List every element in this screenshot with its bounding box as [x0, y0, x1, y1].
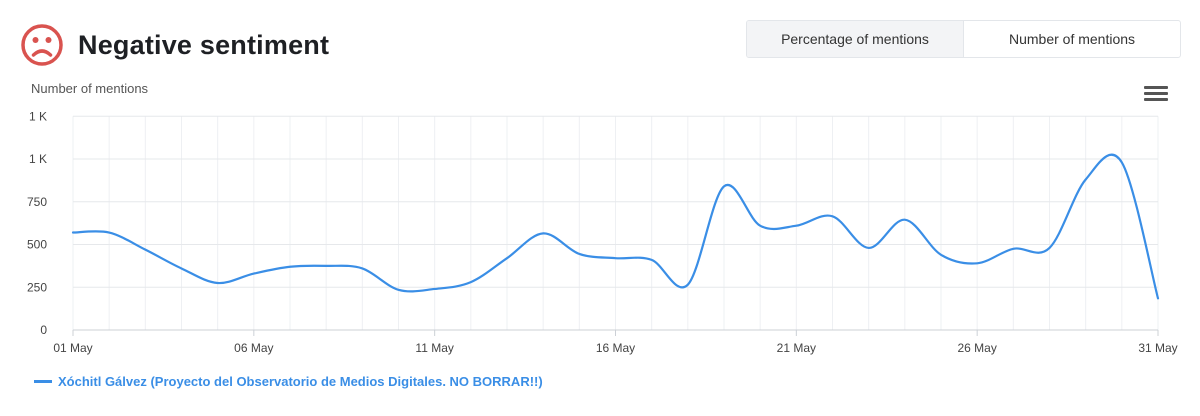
- data-point[interactable]: [647, 255, 657, 265]
- data-point[interactable]: [900, 215, 910, 225]
- data-point[interactable]: [502, 253, 512, 263]
- series-line[interactable]: [71, 153, 1160, 300]
- data-point[interactable]: [936, 250, 946, 260]
- data-point[interactable]: [321, 261, 331, 271]
- data-point[interactable]: [357, 263, 367, 273]
- x-tick-label: 31 May: [1138, 341, 1177, 355]
- y-tick-label: 1 K: [29, 152, 47, 166]
- data-point[interactable]: [755, 221, 765, 231]
- legend-line-icon: [34, 380, 52, 383]
- data-point[interactable]: [828, 211, 838, 221]
- data-point[interactable]: [140, 245, 150, 255]
- data-point[interactable]: [1081, 175, 1091, 185]
- x-tick-label: 16 May: [596, 341, 635, 355]
- data-point[interactable]: [611, 253, 621, 263]
- legend-item[interactable]: Xóchitl Gálvez (Proyecto del Observatori…: [34, 374, 543, 389]
- data-point[interactable]: [972, 258, 982, 268]
- data-point[interactable]: [719, 181, 729, 191]
- data-point[interactable]: [213, 278, 223, 288]
- page-title: Negative sentiment: [78, 29, 330, 60]
- data-point[interactable]: [1153, 293, 1163, 303]
- data-point[interactable]: [864, 243, 874, 253]
- data-point[interactable]: [1117, 157, 1127, 167]
- y-tick-label: 750: [27, 195, 47, 209]
- data-point[interactable]: [1008, 244, 1018, 254]
- metric-toggle: Percentage of mentions Number of mention…: [746, 20, 1181, 58]
- data-point[interactable]: [249, 269, 259, 279]
- hamburger-menu-icon[interactable]: [1144, 86, 1168, 106]
- x-tick-label: 21 May: [777, 341, 816, 355]
- legend-label: Xóchitl Gálvez (Proyecto del Observatori…: [58, 374, 543, 389]
- chart-header: Negative sentiment: [20, 20, 329, 70]
- x-tick-label: 01 May: [53, 341, 92, 355]
- data-point[interactable]: [791, 221, 801, 231]
- data-point[interactable]: [104, 228, 114, 238]
- data-point[interactable]: [177, 263, 187, 273]
- sad-face-icon: [21, 24, 63, 66]
- x-tick-label: 06 May: [234, 341, 273, 355]
- percentage-of-mentions-button[interactable]: Percentage of mentions: [747, 21, 963, 57]
- data-point[interactable]: [430, 284, 440, 294]
- data-point[interactable]: [394, 285, 404, 295]
- data-point[interactable]: [466, 277, 476, 287]
- y-tick-label: 1 K: [29, 109, 47, 123]
- data-point[interactable]: [285, 262, 295, 272]
- data-point[interactable]: [538, 228, 548, 238]
- number-of-mentions-button[interactable]: Number of mentions: [963, 21, 1180, 57]
- y-axis-label: Number of mentions: [31, 81, 149, 96]
- y-tick-label: 250: [27, 280, 47, 294]
- data-point[interactable]: [68, 228, 78, 238]
- data-point[interactable]: [683, 280, 693, 290]
- x-tick-label: 26 May: [957, 341, 996, 355]
- y-tick-label: 0: [40, 323, 47, 337]
- x-tick-label: 11 May: [415, 341, 453, 355]
- data-point[interactable]: [574, 249, 584, 259]
- data-point[interactable]: [1045, 243, 1055, 253]
- y-tick-label: 500: [27, 238, 47, 252]
